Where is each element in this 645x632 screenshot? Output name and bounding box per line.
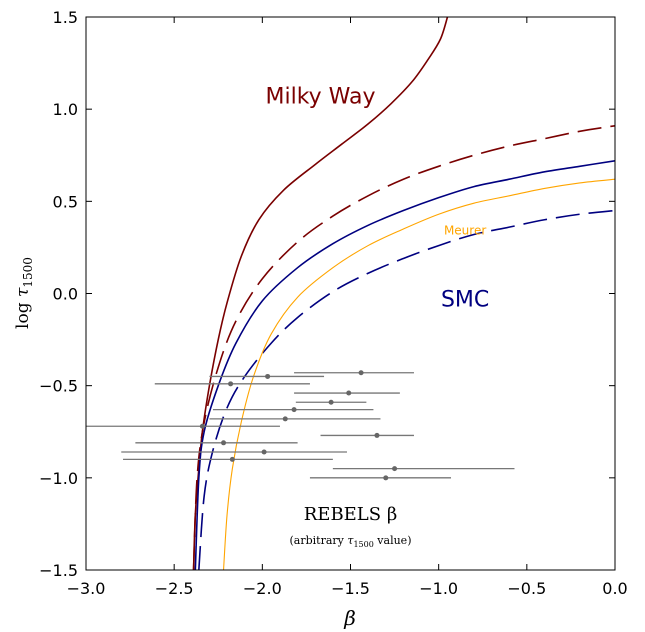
x-axis-label: β bbox=[343, 606, 356, 630]
data-point bbox=[265, 373, 271, 379]
y-tick-label: 1.0 bbox=[53, 100, 78, 119]
note-suffix: value) bbox=[374, 534, 412, 547]
rebels-points bbox=[86, 370, 515, 481]
x-tick-label: −1.0 bbox=[419, 579, 458, 598]
y-axis-ticks: −1.5 −1.0 −0.5 0.0 0.5 1.0 1.5 bbox=[39, 8, 615, 580]
annotation-meurer: Meurer bbox=[444, 224, 486, 238]
y-tick-label: −1.5 bbox=[39, 561, 78, 580]
data-point bbox=[228, 381, 234, 387]
data-point bbox=[392, 466, 398, 472]
y-axis-label: log τ1500 bbox=[13, 257, 35, 329]
y-tick-label: 1.5 bbox=[53, 8, 78, 27]
annotation-rebels-note: (arbitrary τ1500 value) bbox=[289, 534, 411, 549]
data-point bbox=[221, 440, 227, 446]
curve-line-2 bbox=[192, 124, 615, 570]
annotation-milky-way: Milky Way bbox=[266, 85, 376, 110]
x-tick-label: −2.0 bbox=[243, 579, 282, 598]
x-tick-label: −2.5 bbox=[155, 579, 194, 598]
x-tick-label: −0.5 bbox=[507, 579, 546, 598]
note-tau: τ bbox=[347, 534, 354, 547]
data-point bbox=[346, 390, 352, 396]
x-tick-label: −3.0 bbox=[67, 579, 106, 598]
curve-line-5 bbox=[222, 178, 615, 570]
y-label-prefix: log bbox=[13, 297, 33, 329]
data-point bbox=[199, 423, 205, 429]
data-point bbox=[358, 370, 364, 376]
curve-line-4 bbox=[198, 209, 615, 570]
y-tick-label: −0.5 bbox=[39, 377, 78, 396]
data-point bbox=[328, 399, 334, 405]
curves bbox=[192, 17, 615, 570]
note-prefix: (arbitrary bbox=[289, 534, 347, 547]
x-axis-ticks: −3.0 −2.5 −2.0 −1.5 −1.0 −0.5 0.0 bbox=[67, 17, 628, 598]
y-label-tau: τ bbox=[13, 287, 33, 297]
data-point bbox=[383, 475, 389, 481]
annotation-smc: SMC bbox=[441, 287, 489, 312]
annotation-rebels-title: REBELS β bbox=[304, 504, 397, 525]
data-point bbox=[374, 432, 380, 438]
data-point bbox=[282, 416, 288, 422]
y-tick-label: 0.5 bbox=[53, 192, 78, 211]
y-tick-label: −1.0 bbox=[39, 469, 78, 488]
data-point bbox=[291, 407, 297, 413]
note-subscript: 1500 bbox=[353, 540, 373, 549]
curve-line-3 bbox=[194, 159, 615, 570]
data-point bbox=[261, 449, 267, 455]
y-label-subscript: 1500 bbox=[21, 257, 35, 288]
data-point bbox=[229, 456, 235, 462]
x-tick-label: 0.0 bbox=[602, 579, 627, 598]
y-tick-label: 0.0 bbox=[53, 285, 78, 304]
x-tick-label: −1.5 bbox=[331, 579, 370, 598]
